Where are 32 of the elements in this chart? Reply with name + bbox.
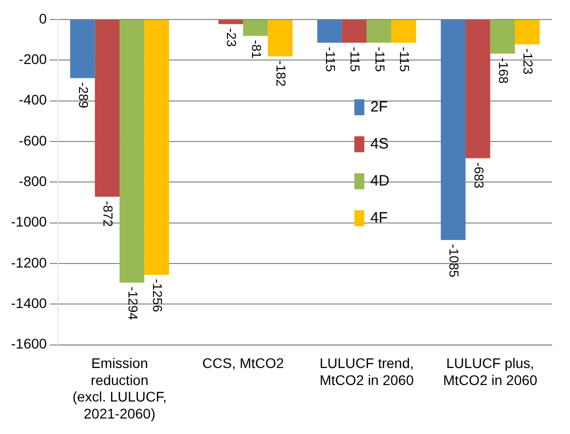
y-tick-label: -800 — [18, 172, 48, 189]
data-label: -1085 — [446, 244, 462, 278]
x-tick-label: LULUCF trend, MtCO2 in 2060 — [320, 355, 414, 388]
data-label: -115 — [348, 46, 363, 72]
y-tick-label: -1000 — [10, 214, 48, 230]
x-tick-label: CCS, MtCO2 — [202, 355, 284, 372]
y-tick-label: -600 — [18, 132, 48, 148]
data-label: -289 — [76, 82, 91, 108]
legend-label: 4S — [370, 135, 389, 152]
data-label: -123 — [520, 48, 536, 74]
y-tick-label: -200 — [18, 50, 48, 67]
data-label: -81 — [248, 40, 264, 59]
data-label: -683 — [471, 162, 486, 188]
data-label: -168 — [496, 58, 512, 84]
y-tick-label: -1600 — [10, 336, 48, 352]
data-label: -23 — [224, 28, 240, 47]
data-label: -115 — [372, 46, 388, 72]
x-tick-label: Emission reduction (excl. LULUCF, 2021-2060) — [72, 355, 167, 422]
y-tick-label: -1200 — [10, 254, 48, 270]
data-label: -1256 — [150, 278, 166, 312]
data-label: -872 — [100, 200, 116, 227]
y-tick-label: -400 — [18, 92, 48, 108]
legend-label: 2F — [370, 98, 388, 116]
data-label: -1294 — [125, 286, 140, 320]
y-tick-label: -1400 — [10, 294, 48, 311]
legend-label: 4D — [370, 172, 390, 190]
legend-label: 4F — [370, 209, 388, 226]
data-label: -115 — [323, 46, 338, 72]
x-tick-label: LULUCF plus, MtCO2 in 2060 — [443, 355, 538, 388]
data-label: -182 — [274, 60, 289, 86]
y-tick-label: 0 — [39, 10, 48, 26]
data-label: -115 — [397, 46, 412, 72]
